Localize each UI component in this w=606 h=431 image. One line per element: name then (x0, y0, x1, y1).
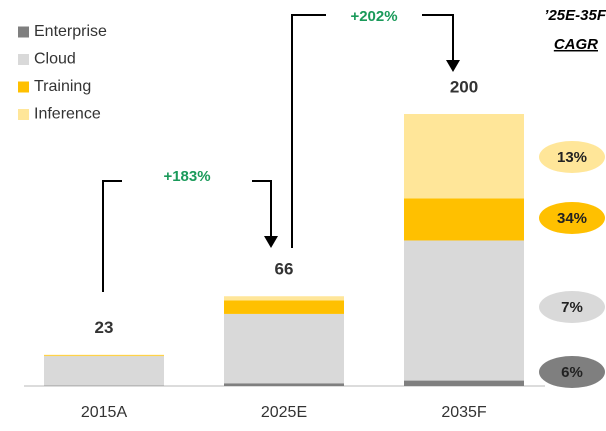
bar-segment (224, 313, 344, 384)
cagr-label: 13% (557, 149, 587, 166)
cagr-subtitle: CAGR (554, 36, 598, 53)
bar-segment (224, 300, 344, 314)
growth-connector (291, 14, 326, 248)
x-tick-label: 2035F (441, 404, 487, 421)
bar-segment (224, 383, 344, 386)
bar-segment (404, 380, 524, 386)
growth-connector (422, 14, 454, 62)
growth-label: +183% (163, 168, 210, 185)
cagr-label: 7% (561, 299, 583, 316)
total-label: 66 (275, 260, 294, 279)
bar-segment (44, 355, 164, 357)
x-tick-label: 2025E (261, 404, 307, 421)
arrow-head (264, 236, 278, 248)
growth-connector (252, 180, 272, 238)
legend-label: Training (34, 78, 91, 95)
growth-label: +202% (350, 8, 397, 25)
legend-swatch (18, 26, 29, 38)
total-label: 200 (450, 77, 478, 96)
legend-swatch (18, 54, 29, 65)
legend-swatch (18, 109, 29, 120)
total-label: 23 (95, 318, 114, 337)
bar-segment (44, 354, 164, 356)
legend-swatch (18, 81, 29, 93)
cagr-label: 6% (561, 364, 583, 381)
arrow-head (446, 60, 460, 72)
cagr-label: 34% (557, 210, 587, 227)
x-tick-label: 2015A (81, 404, 128, 421)
bar-segment (404, 240, 524, 381)
bar-segment (224, 296, 344, 301)
legend-label: Enterprise (34, 23, 107, 40)
cagr-title: ’25E-35F (544, 7, 606, 24)
bar-segment (404, 114, 524, 199)
legend-label: Cloud (34, 51, 76, 68)
cagr-bubble (539, 356, 605, 388)
cagr-bubble (539, 202, 605, 234)
growth-connector (102, 180, 122, 292)
bar-segment (44, 356, 164, 386)
bar-segment (404, 198, 524, 241)
legend-label: Inference (34, 106, 101, 123)
cagr-bubble (539, 291, 605, 323)
cagr-bubble (539, 141, 605, 173)
